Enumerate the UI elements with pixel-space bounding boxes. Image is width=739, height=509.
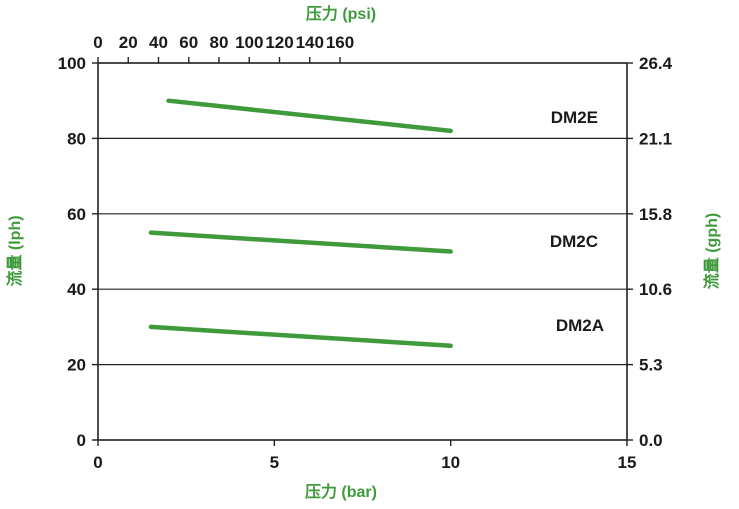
right-tick-label: 21.1 — [639, 129, 672, 148]
bottom-tick-label: 10 — [441, 453, 460, 472]
right-y-tick-labels: 0.0 5.3 10.6 15.8 21.1 26.4 — [639, 54, 673, 450]
left-tick-label: 80 — [67, 129, 86, 148]
left-tick-label: 60 — [67, 205, 86, 224]
top-x-tick-labels: 0 20 40 60 80 100 120 140 160 — [93, 33, 354, 52]
top-tick-label: 140 — [296, 33, 324, 52]
right-tick-label: 0.0 — [639, 431, 663, 450]
top-tick-label: 60 — [179, 33, 198, 52]
series-labels: DM2E DM2C DM2A — [550, 108, 604, 335]
bottom-x-tick-labels: 0 5 10 15 — [93, 453, 636, 472]
y-axis-left-title: 流量 (lph) — [5, 215, 24, 286]
top-tick-label: 0 — [93, 33, 102, 52]
left-tick-label: 0 — [77, 431, 86, 450]
left-tick-label: 100 — [58, 54, 86, 73]
right-tick-label: 15.8 — [639, 205, 672, 224]
right-tick-label: 5.3 — [639, 356, 663, 375]
top-tick-label: 80 — [210, 33, 229, 52]
top-tick-label: 120 — [265, 33, 293, 52]
top-tick-label: 100 — [235, 33, 263, 52]
top-tick-label: 160 — [326, 33, 354, 52]
left-tick-label: 20 — [67, 356, 86, 375]
right-tick-label: 26.4 — [639, 54, 673, 73]
right-tick-label: 10.6 — [639, 280, 672, 299]
series-label-dm2e: DM2E — [551, 108, 598, 127]
bottom-tick-label: 5 — [270, 453, 279, 472]
bottom-tick-label: 0 — [93, 453, 102, 472]
axes — [92, 57, 633, 446]
series-line-dm2a — [148, 324, 453, 348]
series-label-dm2c: DM2C — [550, 232, 598, 251]
x-axis-top-title: 压力 (psi) — [306, 4, 376, 23]
series-lines — [148, 98, 453, 348]
left-y-tick-labels: 0 20 40 60 80 100 — [58, 54, 86, 450]
series-line-dm2e — [166, 98, 453, 134]
x-axis-bottom-title: 压力 (bar) — [305, 482, 377, 501]
series-label-dm2a: DM2A — [556, 316, 604, 335]
series-line-dm2c — [148, 230, 453, 254]
bottom-tick-label: 15 — [618, 453, 637, 472]
top-tick-label: 20 — [119, 33, 138, 52]
top-tick-label: 40 — [149, 33, 168, 52]
y-axis-right-title: 流量 (gph) — [702, 213, 721, 289]
left-tick-label: 40 — [67, 280, 86, 299]
